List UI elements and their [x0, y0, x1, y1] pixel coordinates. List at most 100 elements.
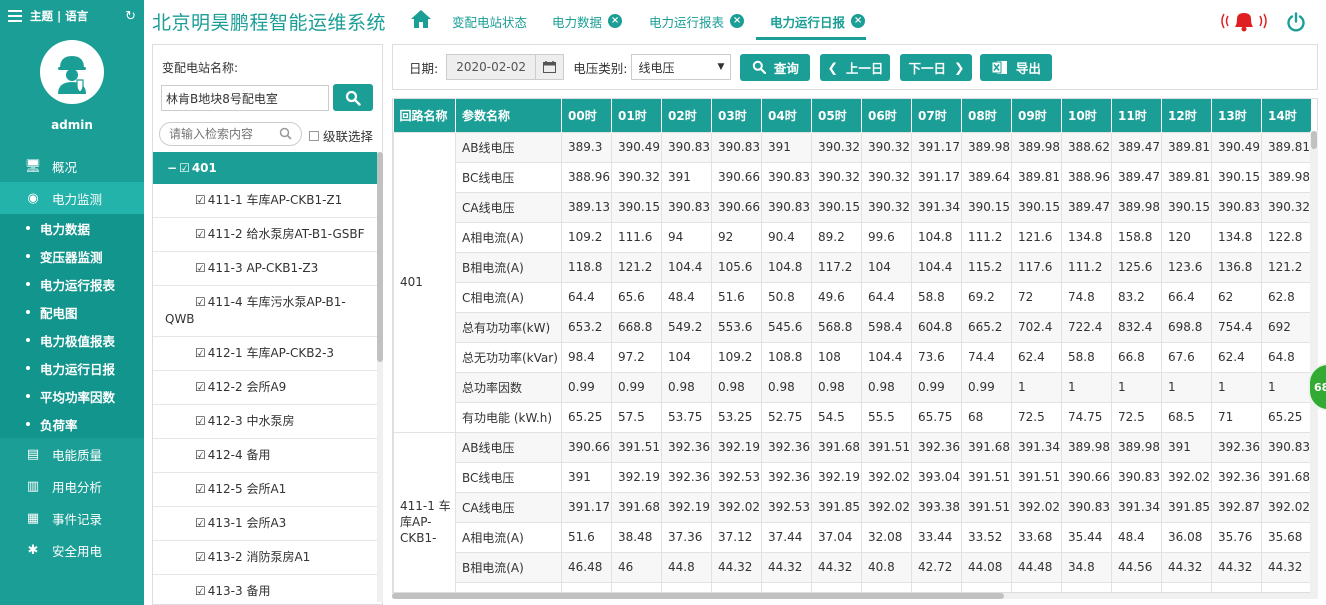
- tab-run-report[interactable]: 电力运行报表 ×: [649, 12, 745, 30]
- value-cell: 389.98: [1111, 431, 1162, 463]
- tree-node[interactable]: ☑ 413-3 备用: [153, 575, 377, 602]
- column-header[interactable]: 10时: [1061, 99, 1112, 132]
- tab-power-data[interactable]: 电力数据 ×: [552, 12, 623, 30]
- table-horizontal-scrollbar[interactable]: [392, 593, 1318, 599]
- date-picker[interactable]: 2020-02-02: [446, 54, 565, 80]
- avatar[interactable]: [40, 40, 104, 104]
- value-cell: [661, 581, 712, 592]
- column-header[interactable]: 12时: [1161, 99, 1212, 132]
- checked-icon[interactable]: ☑: [195, 193, 206, 207]
- tree-node[interactable]: ☑ 412-1 车库AP-CKB2-3: [153, 337, 377, 371]
- column-header[interactable]: 04时: [761, 99, 812, 132]
- column-header[interactable]: 03时: [711, 99, 762, 132]
- value-cell: 604.8: [911, 311, 962, 343]
- sub-item-run-report[interactable]: 电力运行报表: [0, 270, 144, 298]
- checked-icon[interactable]: ☑: [195, 516, 206, 530]
- calendar-icon[interactable]: [535, 55, 563, 79]
- checked-icon[interactable]: ☑: [195, 295, 206, 309]
- column-header[interactable]: 05时: [811, 99, 862, 132]
- column-header[interactable]: 13时: [1211, 99, 1262, 132]
- checked-icon[interactable]: ☑: [195, 261, 206, 275]
- station-name-input[interactable]: [161, 85, 329, 111]
- column-header[interactable]: 01时: [611, 99, 662, 132]
- tree-node[interactable]: ☑ 412-2 会所A9: [153, 371, 377, 405]
- value-cell: 392.36: [911, 431, 962, 463]
- column-header[interactable]: 09时: [1011, 99, 1062, 132]
- tree-node[interactable]: ☑ 413-1 会所A3: [153, 507, 377, 541]
- value-cell: 55.5: [861, 401, 912, 433]
- checked-icon[interactable]: ☑: [195, 380, 206, 394]
- value-cell: [761, 581, 812, 592]
- voltage-type-select[interactable]: 线电压 ▼: [631, 54, 732, 80]
- tree-scrollbar[interactable]: [377, 152, 383, 602]
- tree-root-node[interactable]: − ☑ 401: [153, 152, 377, 184]
- sub-item-distribution-diagram[interactable]: 配电图: [0, 298, 144, 326]
- sub-item-transformer[interactable]: 变压器监测: [0, 242, 144, 270]
- sub-item-avg-power-factor[interactable]: 平均功率因数: [0, 382, 144, 410]
- checked-icon[interactable]: ☑: [179, 161, 190, 175]
- value-cell: 33.52: [961, 521, 1012, 553]
- value-cell: 37.36: [661, 521, 712, 553]
- nav-power-monitoring[interactable]: ◉ 电力监测: [0, 182, 144, 214]
- refresh-icon[interactable]: ↻: [125, 8, 136, 24]
- nav-usage-analysis[interactable]: ▥ 用电分析: [0, 470, 144, 502]
- nav-overview[interactable]: 🖥︎ 概况: [0, 150, 144, 182]
- column-header[interactable]: 回路名称: [393, 99, 456, 132]
- column-header[interactable]: 08时: [961, 99, 1012, 132]
- checked-icon[interactable]: ☑: [195, 482, 206, 496]
- close-icon[interactable]: ×: [608, 14, 623, 28]
- column-header[interactable]: 07时: [911, 99, 962, 132]
- tree-node[interactable]: ☑ 413-2 消防泵房A1: [153, 541, 377, 575]
- tree-node[interactable]: ☑ 411-2 给水泵房AT-B1-GSBF: [153, 218, 377, 252]
- sub-item-power-data[interactable]: 电力数据: [0, 214, 144, 242]
- cascade-select[interactable]: 级联选择: [309, 126, 373, 145]
- query-button[interactable]: 查询: [740, 53, 811, 81]
- nav-power-quality[interactable]: ▤ 电能质量: [0, 438, 144, 470]
- tree-node[interactable]: ☑ 412-4 备用: [153, 439, 377, 473]
- table-row: 总无功功率(kVar) 98.4 97.2 104 109.2 108.8 108 104.4…: [394, 341, 1312, 373]
- value-cell: 53.75: [661, 401, 712, 433]
- station-search-button[interactable]: [333, 84, 373, 111]
- checked-icon[interactable]: ☑: [195, 550, 206, 564]
- nav-event-log[interactable]: ▦ 事件记录: [0, 502, 144, 534]
- checked-icon[interactable]: ☑: [195, 414, 206, 428]
- value-cell: 134.8: [1211, 221, 1262, 253]
- next-day-button[interactable]: 下一日 ❯: [900, 53, 973, 81]
- column-header[interactable]: 02时: [661, 99, 712, 132]
- tree-search-input[interactable]: [159, 122, 302, 146]
- column-header[interactable]: 11时: [1111, 99, 1162, 132]
- tree-node[interactable]: ☑ 411-3 AP-CKB1-Z3: [153, 252, 377, 286]
- tree-node[interactable]: ☑ 412-3 中水泵房: [153, 405, 377, 439]
- checked-icon[interactable]: ☑: [195, 584, 206, 598]
- sub-item-daily-report[interactable]: 电力运行日报: [0, 354, 144, 382]
- home-icon[interactable]: [410, 8, 432, 30]
- value-cell: 0.98: [861, 371, 912, 403]
- close-icon[interactable]: ×: [730, 14, 745, 28]
- tree-node[interactable]: ☑ 411-1 车库AP-CKB1-Z1: [153, 184, 377, 218]
- tab-daily-report[interactable]: 电力运行日报 ×: [770, 12, 866, 30]
- nav-safe-power[interactable]: ✱ 安全用电: [0, 534, 144, 566]
- tab-station-status[interactable]: 变配电站状态: [452, 12, 527, 30]
- column-header[interactable]: 参数名称: [455, 99, 562, 132]
- checked-icon[interactable]: ☑: [195, 448, 206, 462]
- sub-item-extreme-report[interactable]: 电力极值报表: [0, 326, 144, 354]
- cascade-checkbox[interactable]: [309, 130, 319, 141]
- alarm-bell-icon[interactable]: [1220, 10, 1268, 32]
- tree-node[interactable]: ☑ 412-5 会所A1: [153, 473, 377, 507]
- column-header[interactable]: 14时: [1261, 99, 1312, 132]
- close-icon[interactable]: ×: [851, 14, 866, 28]
- column-header[interactable]: 06时: [861, 99, 912, 132]
- column-header[interactable]: 00时: [561, 99, 612, 132]
- checked-icon[interactable]: ☑: [195, 227, 206, 241]
- menu-icon[interactable]: [8, 10, 22, 22]
- value-cell: 665.2: [961, 311, 1012, 343]
- checked-icon[interactable]: ☑: [195, 346, 206, 360]
- tree-node[interactable]: ☑ 411-4 车库污水泵AP-B1-QWB: [153, 286, 377, 337]
- prev-day-button[interactable]: ❮ 上一日: [820, 53, 891, 81]
- collapse-icon[interactable]: −: [167, 161, 178, 175]
- export-button[interactable]: 导出: [980, 53, 1053, 81]
- table-vertical-scrollbar[interactable]: [1310, 131, 1318, 593]
- sub-item-load-rate[interactable]: 负荷率: [0, 410, 144, 438]
- theme-language-link[interactable]: 主题 | 语言: [30, 9, 89, 23]
- power-icon[interactable]: [1286, 12, 1306, 32]
